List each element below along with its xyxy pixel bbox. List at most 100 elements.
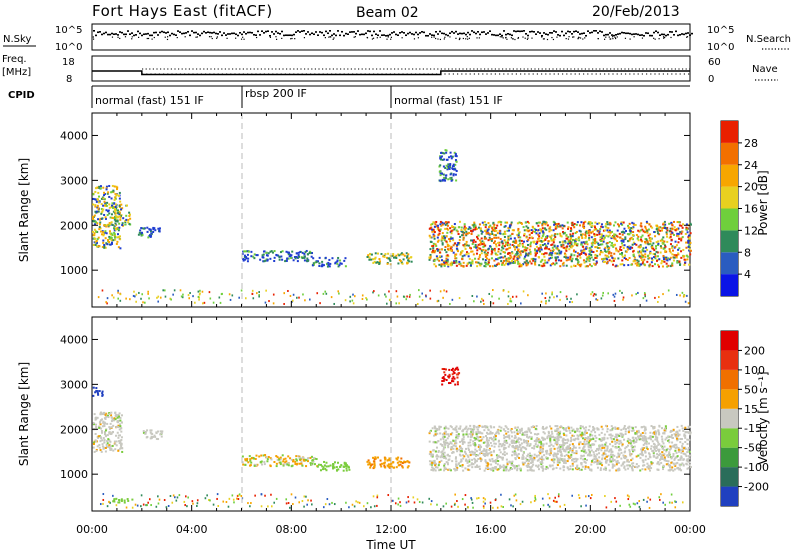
echo-cell	[478, 467, 481, 470]
echo-cell	[559, 252, 562, 255]
echo-cell	[487, 248, 490, 251]
echo-cell	[399, 463, 402, 466]
noise-sample	[377, 34, 379, 37]
echo-cell	[678, 429, 681, 432]
echo-cell	[612, 259, 615, 262]
noise-sample	[409, 31, 411, 34]
noise-sample	[549, 31, 551, 34]
echo-cell	[155, 437, 158, 440]
echo-cell	[583, 460, 586, 463]
echo-cell	[668, 448, 671, 451]
echo-cell	[470, 229, 473, 232]
clutter-cell	[353, 295, 356, 298]
echo-cell	[269, 250, 272, 253]
echo-cell	[525, 236, 528, 239]
echo-cell	[494, 227, 497, 230]
echo-cell	[507, 435, 510, 438]
echo-cell	[447, 264, 450, 267]
echo-cell	[495, 258, 498, 261]
echo-cell	[439, 174, 442, 177]
echo-cell	[93, 232, 96, 235]
echo-cell	[450, 264, 453, 267]
echo-cell	[408, 260, 411, 263]
echo-cell	[287, 464, 290, 467]
echo-cell	[253, 463, 256, 466]
echo-cell	[571, 429, 574, 432]
echo-cell	[396, 461, 399, 464]
nsearch-sample	[328, 36, 330, 38]
echo-cell	[660, 455, 663, 458]
echo-cell	[621, 259, 624, 262]
clutter-cell	[515, 295, 518, 298]
echo-cell	[564, 231, 567, 234]
echo-cell	[282, 464, 285, 467]
echo-cell	[597, 244, 600, 247]
echo-cell	[439, 456, 442, 459]
echo-cell	[608, 229, 611, 232]
echo-cell	[534, 260, 537, 263]
echo-cell	[537, 248, 540, 251]
clutter-cell	[180, 295, 183, 298]
echo-cell	[471, 262, 474, 265]
clutter-cell	[338, 292, 340, 295]
echo-cell	[663, 445, 666, 448]
echo-cell	[527, 261, 530, 264]
echo-cell	[493, 426, 496, 429]
echo-cell	[464, 467, 467, 470]
echo-cell	[111, 190, 114, 193]
echo-cell	[455, 179, 458, 182]
echo-cell	[485, 450, 488, 453]
noise-sample	[115, 33, 117, 35]
echo-cell	[474, 243, 477, 246]
echo-cell	[513, 451, 516, 454]
clutter-cell	[324, 290, 327, 293]
echo-cell	[479, 264, 482, 267]
echo-cell	[511, 467, 514, 470]
noise-sample	[361, 33, 363, 36]
echo-cell	[541, 258, 544, 261]
echo-cell	[443, 239, 446, 242]
echo-cell	[488, 447, 491, 450]
echo-cell	[519, 430, 522, 433]
echo-cell	[524, 221, 527, 224]
echo-cell	[614, 426, 617, 429]
echo-cell	[115, 194, 118, 197]
echo-cell	[484, 261, 487, 264]
echo-cell	[555, 247, 558, 250]
echo-cell	[628, 222, 631, 225]
clutter-cell	[272, 302, 275, 305]
echo-cell	[510, 221, 513, 224]
echo-cell	[472, 239, 475, 242]
clutter-cell	[418, 295, 421, 298]
echo-cell	[604, 468, 607, 471]
echo-cell	[476, 245, 479, 248]
nsearch-sample	[195, 36, 197, 38]
echo-cell	[119, 218, 122, 221]
echo-cell	[489, 233, 492, 236]
echo-cell	[543, 255, 546, 258]
echo-cell	[570, 236, 573, 239]
echo-cell	[681, 223, 684, 226]
echo-cell	[565, 234, 568, 237]
echo-cell	[104, 216, 107, 219]
echo-cell	[128, 213, 131, 216]
echo-cell	[662, 464, 665, 467]
echo-cell	[514, 426, 517, 429]
echo-cell	[428, 460, 431, 463]
nsearch-sample	[332, 38, 334, 40]
echo-cell	[594, 440, 597, 443]
echo-cell	[480, 237, 483, 240]
echo-cell	[100, 211, 103, 214]
echo-cell	[654, 438, 657, 441]
echo-cell	[657, 450, 660, 453]
noise-sample	[479, 33, 481, 36]
echo-cell	[613, 244, 616, 247]
echo-cell	[102, 239, 105, 242]
echo-cell	[458, 448, 461, 451]
nsearch-sample	[166, 38, 169, 41]
echo-cell	[406, 262, 409, 265]
nsearch-sample	[612, 38, 614, 40]
echo-cell	[685, 228, 688, 231]
clutter-cell	[308, 298, 311, 301]
